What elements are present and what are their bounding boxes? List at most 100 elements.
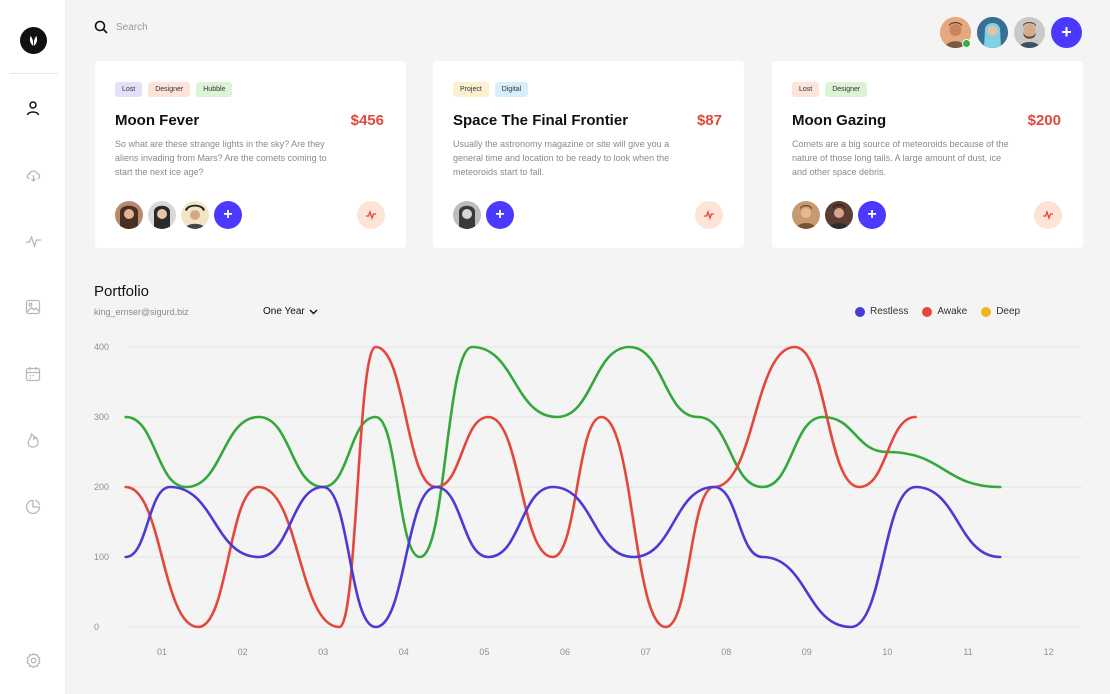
y-tick-label: 300 xyxy=(94,412,109,422)
project-card[interactable]: Project Digital Space The Final Frontier… xyxy=(433,61,744,248)
series-line-green[interactable] xyxy=(124,345,1002,559)
x-tick-label: 02 xyxy=(238,647,248,657)
x-tick-label: 08 xyxy=(721,647,731,657)
avatar-portrait xyxy=(181,201,209,229)
legend-label: Restless xyxy=(870,306,909,317)
legend-label: Deep xyxy=(996,306,1021,317)
tag[interactable]: Designer xyxy=(148,82,191,97)
avatar-portrait xyxy=(115,201,143,229)
avatar[interactable] xyxy=(453,201,481,229)
tag[interactable]: Lost xyxy=(792,82,820,97)
add-member-button[interactable]: + xyxy=(1051,17,1082,48)
y-tick-label: 200 xyxy=(94,482,109,492)
series-line-awake[interactable] xyxy=(124,345,917,629)
add-member-button[interactable]: + xyxy=(486,201,514,229)
sidebar-item-calendar[interactable] xyxy=(22,363,44,385)
sidebar-item-fire[interactable] xyxy=(22,429,44,451)
card-description: So what are these strange lights in the … xyxy=(115,139,327,177)
legend-dot xyxy=(855,306,865,317)
legend-dot xyxy=(922,306,933,317)
x-tick-label: 03 xyxy=(318,647,328,657)
y-tick-label: 0 xyxy=(94,622,99,632)
sidebar-item-cloud[interactable] xyxy=(22,164,44,186)
tag[interactable]: Digital xyxy=(494,82,529,97)
legend-dot xyxy=(981,306,992,317)
search-input[interactable] xyxy=(116,21,316,33)
portfolio-email: king_ernser@sigurd.biz xyxy=(94,307,189,317)
user-icon xyxy=(26,101,40,116)
card-price: $87 xyxy=(696,112,722,129)
x-tick-label: 07 xyxy=(641,647,651,657)
card-title: Space The Final Frontier xyxy=(453,112,629,129)
x-tick-label: 05 xyxy=(479,647,489,657)
avatar[interactable] xyxy=(148,201,176,229)
x-tick-label: 11 xyxy=(963,647,972,657)
avatar[interactable] xyxy=(181,201,209,229)
tag[interactable]: Lost xyxy=(115,82,143,97)
sidebar-item-image[interactable] xyxy=(22,296,44,318)
tag-list: Project Digital xyxy=(453,82,529,97)
chevron-down-icon xyxy=(309,309,318,314)
activity-icon xyxy=(704,210,714,220)
avatar-portrait xyxy=(148,201,176,229)
tag[interactable]: Hubble xyxy=(196,82,233,97)
x-tick-label: 06 xyxy=(560,647,570,657)
image-icon xyxy=(25,299,41,315)
sidebar-item-settings[interactable] xyxy=(22,649,44,671)
avatar[interactable] xyxy=(977,17,1008,48)
fire-icon xyxy=(27,432,39,448)
avatar[interactable] xyxy=(825,201,853,229)
period-dropdown[interactable]: One Year xyxy=(263,306,318,317)
avatar[interactable] xyxy=(792,201,820,229)
chart-legend: Restless Awake Deep xyxy=(855,306,1020,317)
x-tick-label: 12 xyxy=(1044,647,1054,657)
online-status-dot xyxy=(962,39,971,48)
pie-chart-icon xyxy=(25,499,41,515)
avatar[interactable] xyxy=(940,17,971,48)
tag[interactable]: Project xyxy=(453,82,489,97)
x-tick-label: 01 xyxy=(157,647,167,657)
activity-icon xyxy=(366,210,376,220)
search-icon[interactable] xyxy=(94,20,108,34)
avatar[interactable] xyxy=(1014,17,1045,48)
sidebar xyxy=(0,0,66,694)
activity-button[interactable] xyxy=(1034,201,1062,229)
avatar-portrait xyxy=(453,201,481,229)
x-tick-label: 10 xyxy=(882,647,892,657)
calendar-icon xyxy=(25,367,41,382)
legend-item-awake[interactable]: Awake xyxy=(922,306,967,317)
legend-item-deep[interactable]: Deep xyxy=(981,306,1020,317)
cloud-download-icon xyxy=(26,170,40,182)
tag-list: Lost Designer Hubble xyxy=(115,82,233,97)
x-tick-label: 09 xyxy=(802,647,812,657)
card-members: + xyxy=(115,201,242,229)
sidebar-item-activity[interactable] xyxy=(22,230,44,252)
activity-button[interactable] xyxy=(357,201,385,229)
sidebar-divider xyxy=(10,73,58,74)
legend-item-restless[interactable]: Restless xyxy=(855,306,908,317)
add-member-button[interactable]: + xyxy=(214,201,242,229)
card-title: Moon Gazing xyxy=(792,112,887,129)
card-price: $456 xyxy=(350,112,384,129)
activity-icon xyxy=(25,235,41,248)
tag-list: Lost Designer xyxy=(792,82,868,97)
card-members: + xyxy=(792,201,886,229)
project-card[interactable]: Lost Designer Moon Gazing $200 Comets ar… xyxy=(772,61,1083,248)
card-price: $200 xyxy=(1027,112,1061,129)
card-title: Moon Fever xyxy=(115,112,200,129)
activity-button[interactable] xyxy=(695,201,723,229)
period-label: One Year xyxy=(263,306,305,317)
tag[interactable]: Designer xyxy=(825,82,868,97)
logo[interactable] xyxy=(20,27,47,54)
search-bar xyxy=(94,18,316,36)
add-member-button[interactable]: + xyxy=(858,201,886,229)
avatar[interactable] xyxy=(115,201,143,229)
series-line-restless[interactable] xyxy=(124,485,1002,629)
legend-label: Awake xyxy=(937,306,968,317)
avatar-portrait xyxy=(825,201,853,229)
avatar-portrait xyxy=(792,201,820,229)
project-card[interactable]: Lost Designer Hubble Moon Fever $456 So … xyxy=(95,61,406,248)
sidebar-item-user[interactable] xyxy=(22,97,44,119)
x-tick-label: 04 xyxy=(399,647,409,657)
sidebar-item-chart[interactable] xyxy=(22,496,44,518)
